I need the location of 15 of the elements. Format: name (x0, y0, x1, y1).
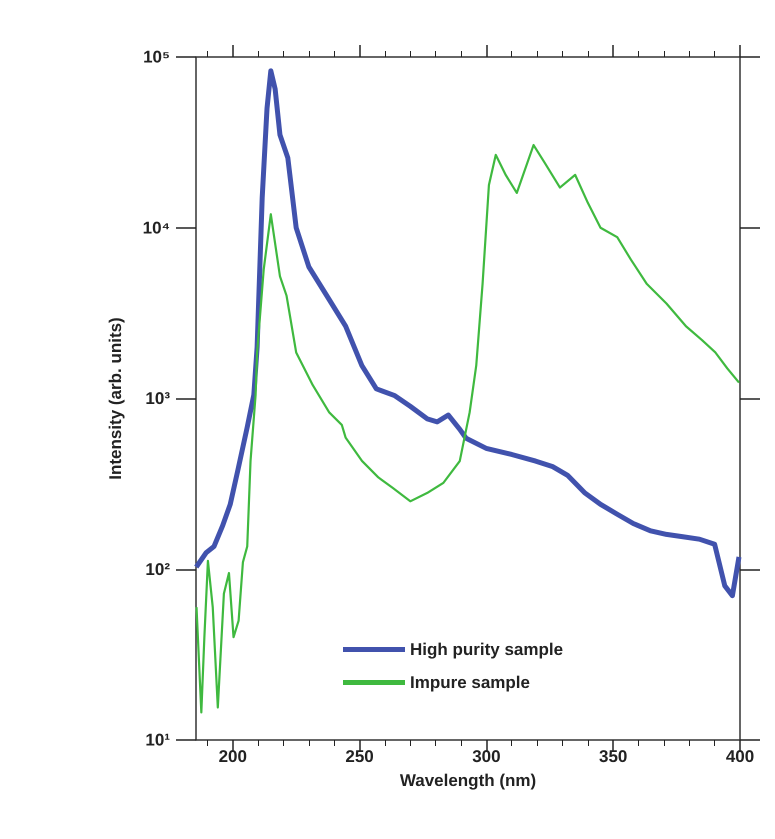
y-tick-label: 10³ (145, 389, 170, 408)
y-tick-label: 10¹ (145, 730, 170, 750)
legend-label: Impure sample (410, 673, 530, 692)
x-tick-label: 250 (345, 747, 374, 766)
legend-label: High purity sample (410, 640, 564, 659)
line-series (195, 144, 740, 714)
y-tick-label: 10⁵ (143, 48, 170, 66)
x-tick-label: 400 (726, 747, 754, 766)
x-tick-label: 350 (599, 747, 628, 766)
y-tick-label: 10² (145, 560, 170, 579)
x-tick-label: 300 (472, 747, 501, 766)
x-axis-title: Wavelength (nm) (400, 771, 536, 790)
y-axis-title: Intensity (arb. units) (106, 317, 125, 480)
x-tick-label: 200 (218, 747, 247, 766)
y-tick-label: 10⁴ (142, 218, 170, 238)
